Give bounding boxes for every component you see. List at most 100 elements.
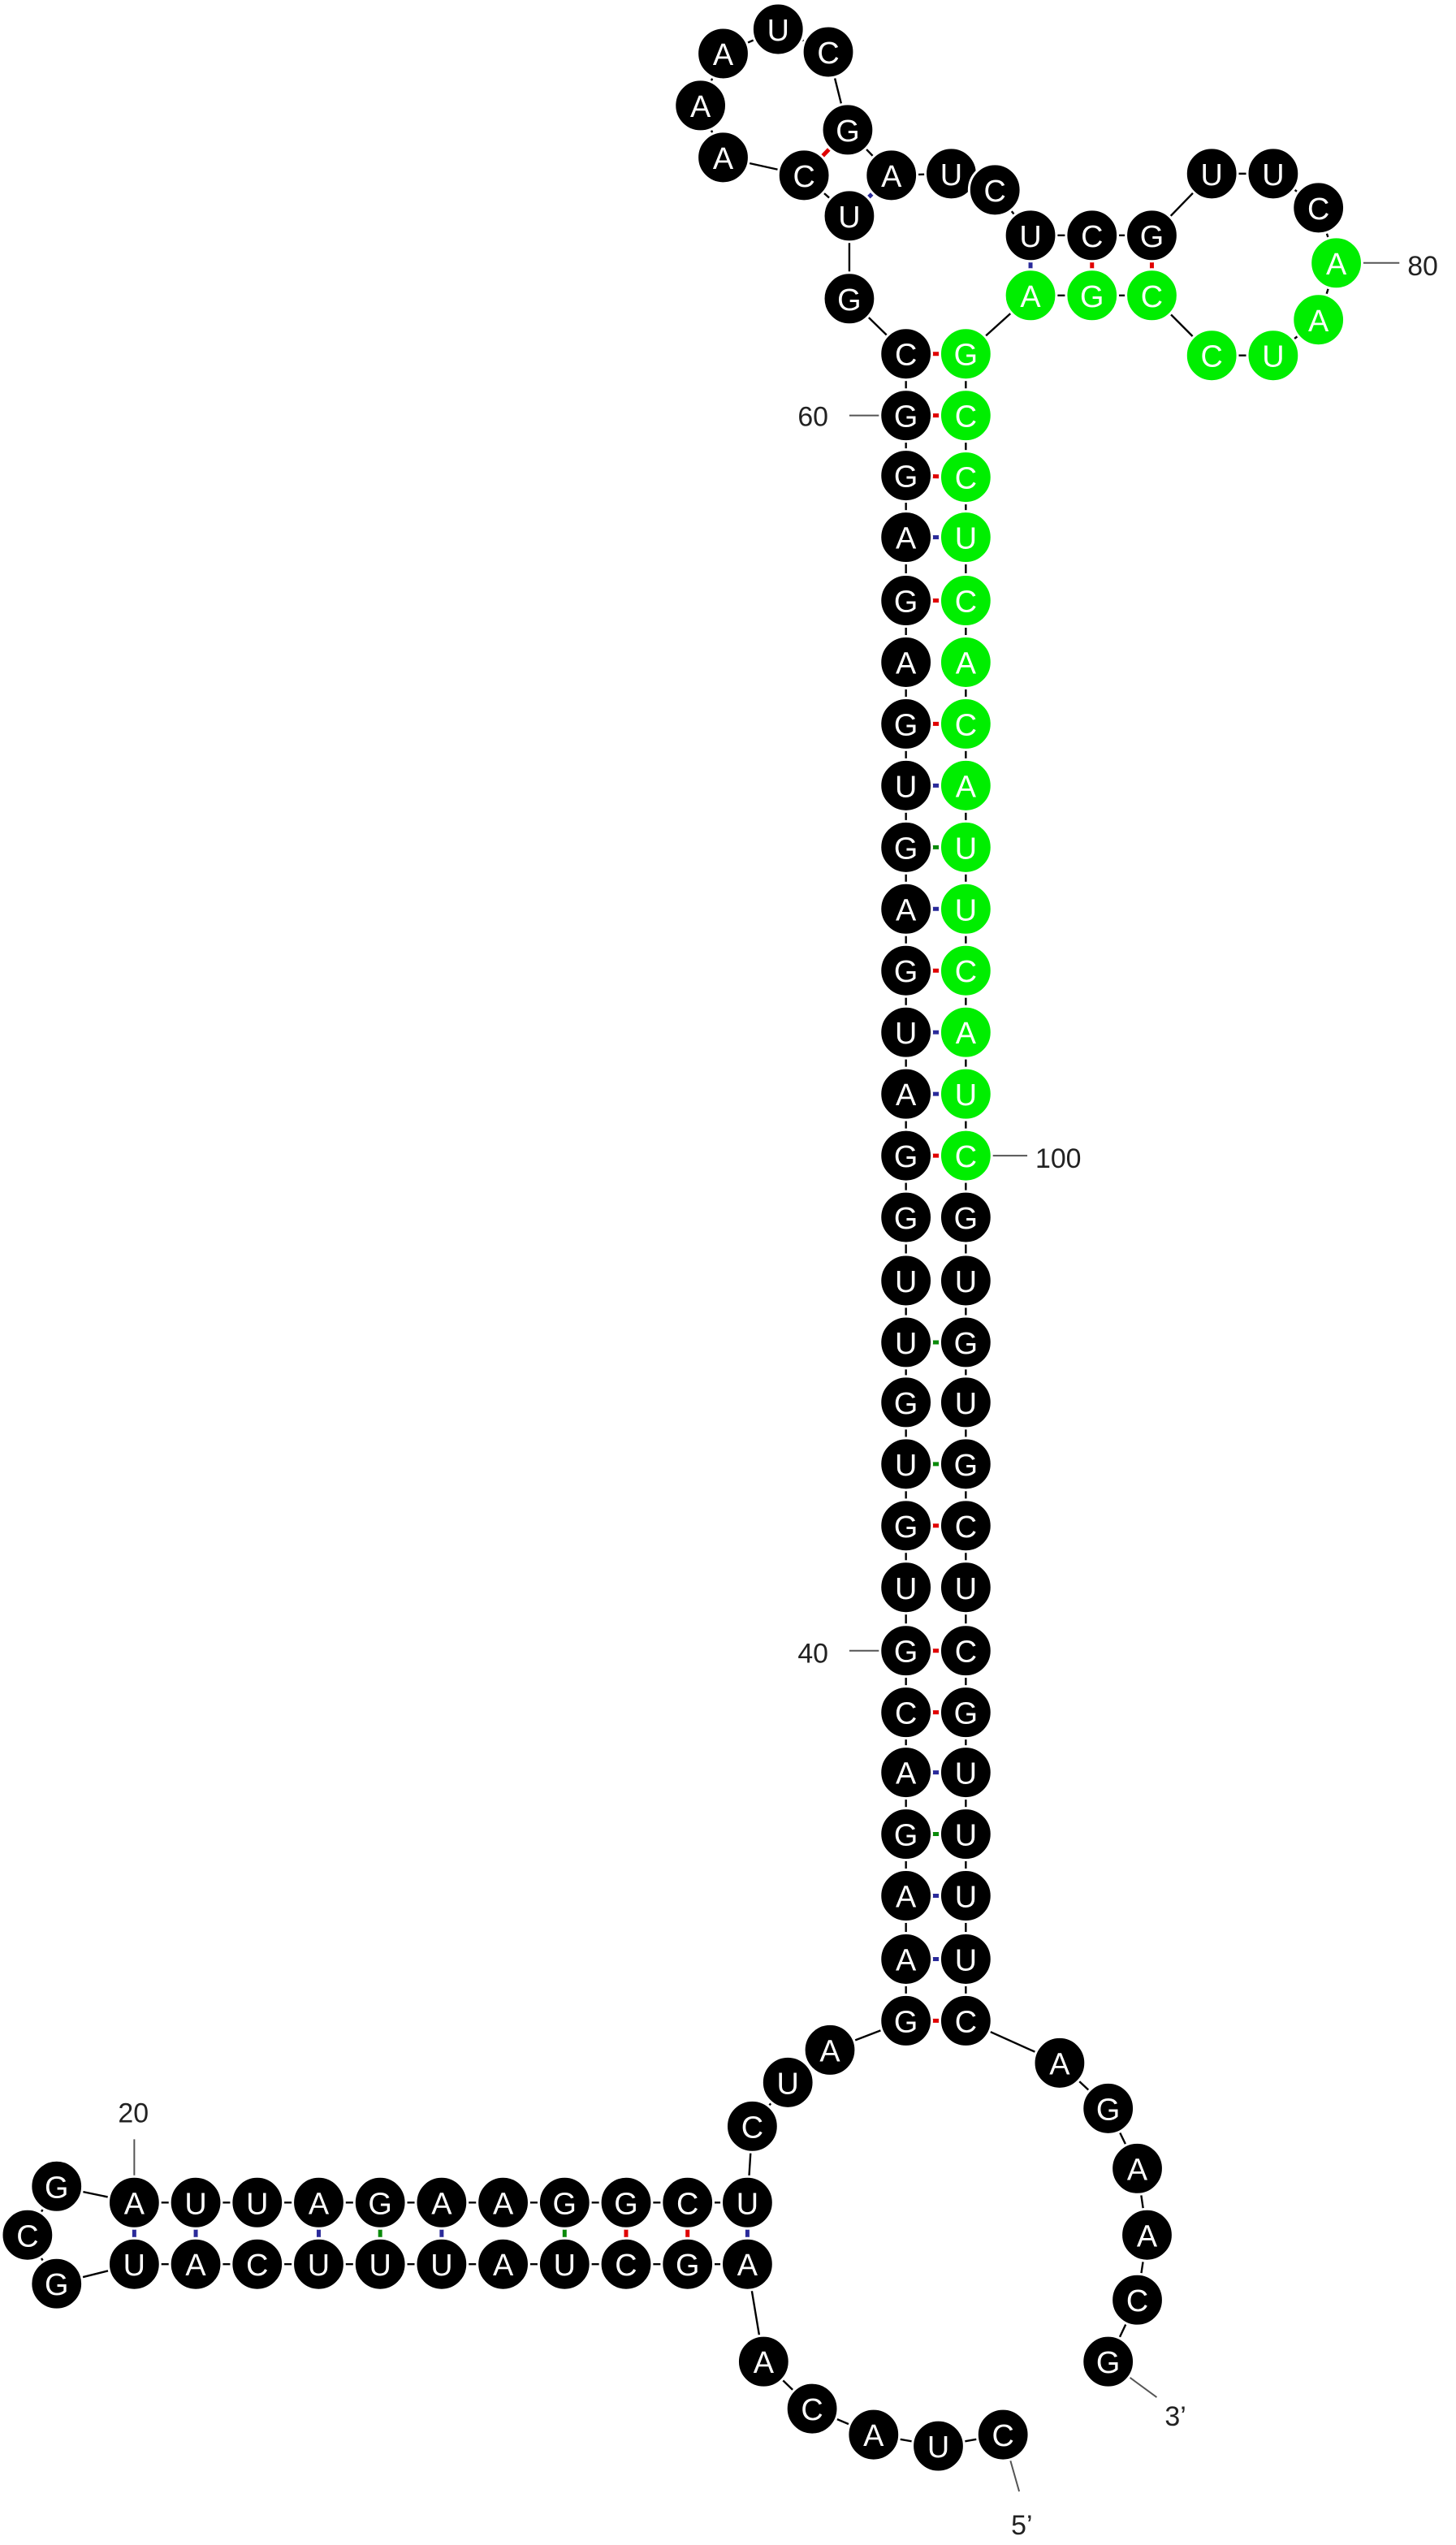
nucleotide-base: C <box>1126 2284 1148 2318</box>
nucleotide-circle <box>938 1375 993 1430</box>
nucleotide-circle <box>938 450 993 505</box>
nucleotide-base: U <box>430 2249 452 2283</box>
nucleotide-circle <box>673 78 728 133</box>
nucleotide-base: A <box>493 2249 514 2283</box>
nucleotide-base: G <box>553 2187 577 2221</box>
nucleotide-circle <box>879 1931 934 1986</box>
nucleotide-base: A <box>124 2187 145 2221</box>
nucleotide-base: U <box>1019 220 1041 254</box>
nucleotide-circle <box>1291 292 1346 348</box>
nucleotide-base: G <box>894 1202 918 1236</box>
nucleotide-base: C <box>955 955 977 989</box>
nucleotide-circle <box>879 388 934 443</box>
nucleotide-circle <box>879 1190 934 1245</box>
nucleotide-circle <box>725 2098 780 2154</box>
nucleotide-circle <box>822 271 877 326</box>
nucleotide-circle <box>938 1869 993 1923</box>
nucleotide-circle <box>938 1993 993 2048</box>
nucleotide-circle <box>168 2175 223 2230</box>
nucleotide-base: A <box>896 1943 917 1977</box>
nucleotide-circle <box>879 1685 934 1740</box>
nucleotide-circle <box>537 2175 592 2230</box>
nucleotide-base: G <box>894 1819 918 1853</box>
nucleotide-circle <box>938 1685 993 1740</box>
nucleotide-circle <box>879 448 934 503</box>
nucleotide-circle <box>292 2175 346 2230</box>
nucleotide-base: C <box>1201 340 1223 374</box>
nucleotide-circle <box>879 819 934 875</box>
nucleotide-circle <box>760 2055 815 2110</box>
nucleotide-base: U <box>308 2249 330 2283</box>
nucleotide-circle <box>1003 268 1058 323</box>
nucleotide-base: G <box>954 1327 978 1361</box>
nucleotide-base: G <box>894 1635 918 1670</box>
nucleotide-circle <box>168 2236 223 2292</box>
nucleotide-base: G <box>954 339 978 373</box>
nucleotide-base: G <box>894 955 918 989</box>
nucleotide-circle <box>879 1993 934 2048</box>
nucleotide-base: A <box>754 2346 775 2380</box>
nucleotide-base: A <box>956 770 977 804</box>
nucleotide-base: C <box>615 2249 637 2283</box>
nucleotide-circle <box>1309 235 1363 291</box>
nucleotide-circle <box>720 2175 775 2230</box>
nucleotide-circle <box>879 635 934 689</box>
nucleotide-circle <box>879 1623 934 1679</box>
nucleotide-circle <box>879 1375 934 1430</box>
nucleotide-base: C <box>1307 192 1329 227</box>
nucleotide-base: C <box>955 400 977 434</box>
nucleotide-circle <box>476 2175 530 2230</box>
nucleotide-base: C <box>955 2005 977 2039</box>
nucleotide-base: U <box>955 1078 977 1113</box>
nucleotide-base: C <box>984 175 1006 209</box>
nucleotide-base: A <box>713 38 734 72</box>
nucleotide-circle <box>938 1560 993 1615</box>
nucleotide-base: A <box>896 893 917 927</box>
nucleotide-circle <box>598 2236 654 2292</box>
nucleotide-circle <box>696 26 750 81</box>
nucleotide-base: U <box>955 832 977 866</box>
nucleotide-base: G <box>45 2268 68 2302</box>
nucleotide-circle <box>776 148 832 203</box>
nucleotide-circle <box>879 1745 934 1800</box>
nucleotide-base: G <box>894 460 918 495</box>
nucleotide-circle <box>938 635 993 689</box>
nucleotide-circle <box>879 1005 934 1060</box>
nucleotide-circle <box>864 148 919 203</box>
nucleotide-base: A <box>819 2034 840 2068</box>
nucleotide-circle <box>975 2407 1030 2462</box>
nucleotide-circle <box>879 696 934 751</box>
nucleotide-base: A <box>896 1078 917 1113</box>
nucleotide-base: U <box>955 1265 977 1299</box>
nucleotide-circle <box>879 1498 934 1553</box>
nucleotide-circle <box>660 2175 715 2230</box>
nucleotide-circle <box>1120 2207 1174 2262</box>
nucleotide-base: A <box>896 1757 917 1791</box>
nucleotide-base: A <box>713 142 734 176</box>
nucleotide-base: U <box>895 1572 917 1606</box>
nucleotide-base: U <box>895 1449 917 1483</box>
nucleotide-base: G <box>894 1510 918 1545</box>
five-prime-label: 5’ <box>1011 2510 1032 2541</box>
nucleotide-base: A <box>737 2249 758 2283</box>
nucleotide-circle <box>879 1560 934 1615</box>
nucleotide-base: G <box>954 1449 978 1483</box>
nucleotide-base: A <box>896 1880 917 1914</box>
nucleotide-circle <box>938 573 993 629</box>
position-label: 60 <box>797 402 828 433</box>
nucleotide-base: G <box>45 2171 68 2205</box>
nucleotide-circle <box>938 881 993 936</box>
nucleotide-base: U <box>1201 158 1223 192</box>
nucleotide-base: U <box>955 1943 977 1977</box>
nucleotide-base: U <box>955 522 977 556</box>
nucleotide-circle <box>938 1745 993 1800</box>
nucleotide-base: U <box>895 770 917 804</box>
nucleotide-circle <box>230 2175 285 2230</box>
nucleotide-circle <box>938 388 993 443</box>
nucleotide-base: A <box>956 646 977 681</box>
nucleotide-circle <box>750 2 806 57</box>
nucleotide-circle <box>1246 328 1301 383</box>
nucleotide-circle <box>414 2175 469 2230</box>
